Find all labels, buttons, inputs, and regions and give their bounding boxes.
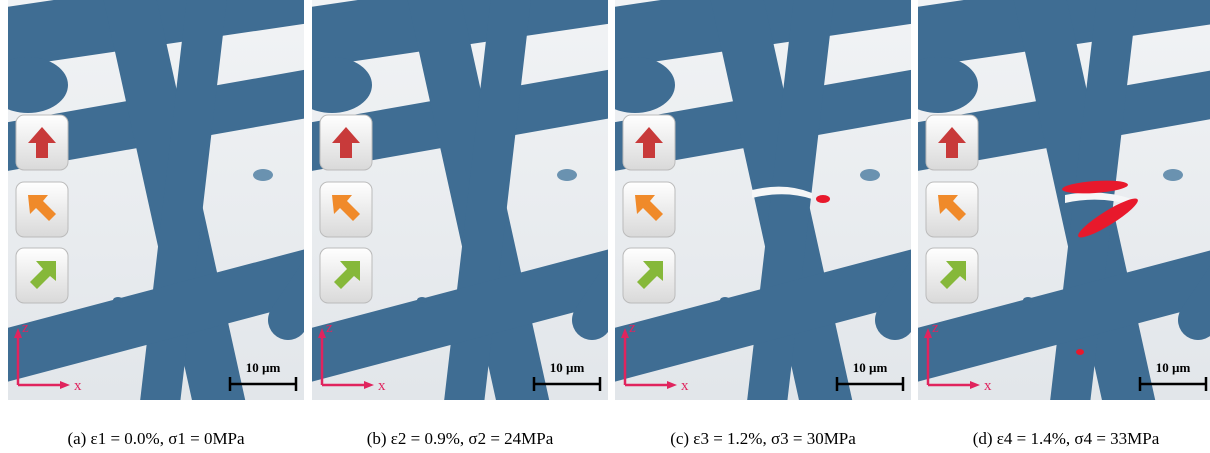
axis-z-label: z xyxy=(629,320,636,336)
caption: (d) ε4 = 1.4%, σ4 = 33MPa xyxy=(973,429,1160,448)
panels: z x 10 µm (a) ε1 = 0.0%, σ1 = 0MPa z x 10 µm (b… xyxy=(0,0,1210,448)
axis-z-label: z xyxy=(932,320,939,336)
scale-bar-label: 10 µm xyxy=(853,360,888,375)
scale-bar-label: 10 µm xyxy=(246,360,281,375)
axis-x-label: x xyxy=(984,378,992,394)
caption: (b) ε2 = 0.9%, σ2 = 24MPa xyxy=(367,429,554,448)
axis-x-label: x xyxy=(681,378,689,394)
scale-bar-label: 10 µm xyxy=(1156,360,1191,375)
caption: (c) ε3 = 1.2%, σ3 = 30MPa xyxy=(670,429,856,448)
axis-z-label: z xyxy=(326,320,333,336)
axis-z-label: z xyxy=(22,320,29,336)
panel: z x 10 µm (a) ε1 = 0.0%, σ1 = 0MPa xyxy=(0,0,328,448)
axis-x-label: x xyxy=(74,378,82,394)
panel: z x 10 µm (d) ε4 = 1.4%, σ4 = 33MPa xyxy=(898,0,1210,448)
page: z x 10 µm (a) ε1 = 0.0%, σ1 = 0MPa z x 10 µm (b… xyxy=(0,0,1210,453)
axis-x-label: x xyxy=(378,378,386,394)
panel: z x 10 µm (c) ε3 = 1.2%, σ3 = 30MPa xyxy=(595,0,935,448)
scale-bar-label: 10 µm xyxy=(550,360,585,375)
figure: z x 10 µm (a) ε1 = 0.0%, σ1 = 0MPa z x 10 µm (b… xyxy=(0,0,1210,453)
caption: (a) ε1 = 0.0%, σ1 = 0MPa xyxy=(67,429,245,448)
panel: z x 10 µm (b) ε2 = 0.9%, σ2 = 24MPa xyxy=(292,0,632,448)
